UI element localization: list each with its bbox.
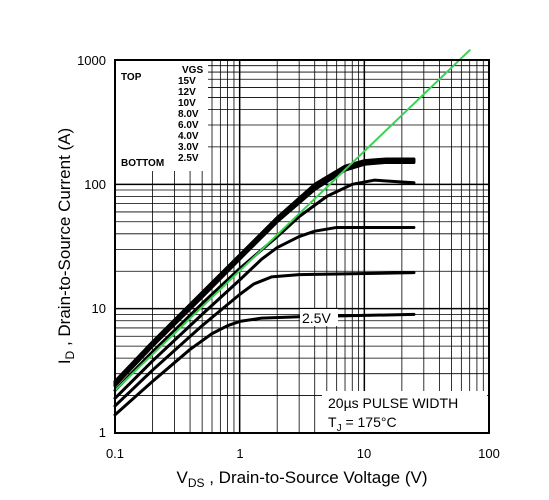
legend-entry: 3.0V <box>178 142 199 153</box>
y-axis-label-sub: D <box>63 350 77 359</box>
x-tick-label: 0.1 <box>106 446 124 461</box>
x-axis-label: VDS , Drain-to-Source Voltage (V) <box>177 468 428 490</box>
x-tick-label: 1 <box>236 446 243 461</box>
plot-frame <box>114 59 490 434</box>
legend-entry: 8.0V <box>178 109 199 120</box>
legend-entry: 2.5V <box>178 153 199 164</box>
series-line-8 <box>113 312 416 417</box>
tj-main: T <box>328 414 337 430</box>
legend-backdrop <box>116 61 208 171</box>
y-axis-label-main: I <box>55 359 74 364</box>
pulse-width-annotation: 20µs PULSE WIDTH <box>328 395 458 411</box>
legend-entry: 15V <box>178 76 196 87</box>
legend-top-label: TOP <box>121 72 142 83</box>
series-line-7 <box>113 271 416 408</box>
series-group <box>113 49 471 417</box>
tj-sub: J <box>337 423 342 434</box>
x-axis-label-main: V <box>177 468 189 487</box>
y-tick-label: 100 <box>84 177 106 192</box>
reference-line <box>114 49 471 392</box>
legend-entry: 12V <box>178 87 196 98</box>
series-line-5 <box>113 178 416 392</box>
series-line-6 <box>113 225 416 400</box>
series-line-4 <box>113 160 416 388</box>
y-axis-label-rest: , Drain-to-Source Current (A) <box>55 128 74 351</box>
x-axis-label-rest: , Drain-to-Source Voltage (V) <box>205 468 428 487</box>
legend-bottom-label: BOTTOM <box>121 158 164 169</box>
legend-entry: 4.0V <box>178 131 199 142</box>
y-tick-label: 1 <box>99 425 106 440</box>
legend-entry: 10V <box>178 98 196 109</box>
y-tick-label: 10 <box>92 301 106 316</box>
curve-label-backdrop <box>300 309 338 326</box>
legend-header: VGS <box>182 65 203 76</box>
y-tick-label: 1000 <box>77 53 106 68</box>
x-tick-label: 100 <box>478 446 500 461</box>
junction-temp-annotation: TJ = 175°C <box>328 414 397 434</box>
x-axis-label-sub: DS <box>188 476 205 490</box>
legend-entry: 6.0V <box>178 120 199 131</box>
annotation-backdrop <box>322 391 487 432</box>
y-axis-label: ID , Drain-to-Source Current (A) <box>55 128 77 364</box>
x-tick-label: 10 <box>357 446 371 461</box>
tj-rest: = 175°C <box>342 414 397 430</box>
curve-label-2-5v: 2.5V <box>302 310 331 326</box>
